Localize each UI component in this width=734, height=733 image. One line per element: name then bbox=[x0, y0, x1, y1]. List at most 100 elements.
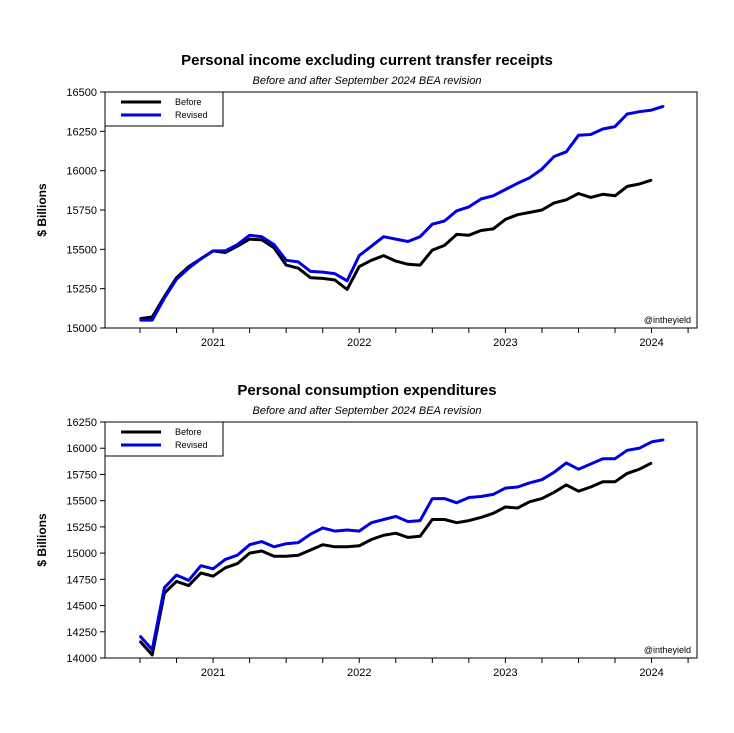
data-point bbox=[309, 270, 312, 273]
data-point bbox=[650, 179, 653, 181]
data-point bbox=[541, 497, 543, 500]
series-line-revised bbox=[140, 104, 665, 322]
data-point bbox=[443, 244, 446, 247]
data-point bbox=[443, 497, 446, 500]
data-point bbox=[602, 480, 604, 483]
data-point bbox=[358, 530, 361, 532]
data-point bbox=[212, 575, 214, 577]
data-point bbox=[407, 536, 409, 539]
data-point bbox=[163, 297, 166, 299]
data-point bbox=[370, 538, 373, 541]
data-point bbox=[431, 518, 434, 521]
data-point bbox=[236, 243, 239, 246]
data-point bbox=[370, 521, 373, 524]
data-point bbox=[528, 176, 531, 179]
legend-label: Revised bbox=[175, 110, 208, 120]
data-point bbox=[285, 555, 287, 558]
data-point bbox=[407, 263, 409, 266]
data-point bbox=[224, 558, 227, 561]
y-tick-label: 15000 bbox=[66, 548, 97, 560]
data-point bbox=[589, 133, 592, 136]
y-tick-label: 14250 bbox=[66, 627, 97, 639]
legend-box bbox=[104, 421, 224, 457]
data-point bbox=[504, 506, 507, 508]
data-point bbox=[321, 271, 324, 273]
data-point bbox=[516, 182, 519, 185]
data-point bbox=[589, 486, 592, 488]
y-tick-label: 15500 bbox=[66, 244, 97, 256]
x-tick-label: 2022 bbox=[347, 337, 371, 349]
data-point bbox=[650, 109, 653, 111]
data-point bbox=[614, 457, 616, 460]
data-point bbox=[346, 546, 348, 548]
data-point bbox=[175, 574, 178, 576]
data-point bbox=[419, 535, 421, 538]
data-point bbox=[480, 516, 482, 519]
data-point bbox=[163, 586, 166, 589]
data-point bbox=[638, 110, 641, 113]
data-point bbox=[200, 564, 202, 567]
data-point bbox=[565, 198, 568, 201]
data-point bbox=[614, 125, 616, 128]
data-point bbox=[662, 105, 665, 107]
data-point bbox=[273, 243, 275, 246]
data-point bbox=[261, 235, 263, 238]
credit-text: @intheyield bbox=[644, 315, 691, 325]
data-point bbox=[394, 260, 397, 262]
data-point bbox=[248, 238, 251, 240]
y-axis-label: $ Billions bbox=[35, 183, 49, 237]
data-point bbox=[175, 278, 178, 281]
data-point bbox=[212, 568, 214, 570]
data-point bbox=[504, 188, 507, 191]
data-point bbox=[297, 261, 300, 263]
data-point bbox=[626, 113, 628, 115]
data-point bbox=[541, 209, 543, 211]
data-point bbox=[431, 249, 434, 251]
data-point bbox=[431, 223, 434, 225]
data-point bbox=[187, 584, 190, 587]
income-plot: 15000 15250 15500 15750 16000 16250 16500 2021 2… bbox=[35, 87, 698, 349]
data-point bbox=[370, 259, 373, 262]
data-point bbox=[565, 462, 568, 464]
data-point bbox=[455, 209, 458, 212]
data-point bbox=[321, 277, 324, 280]
data-point bbox=[151, 648, 153, 651]
data-point bbox=[394, 238, 397, 240]
data-point bbox=[492, 512, 495, 515]
data-point bbox=[187, 267, 190, 270]
series-line-before bbox=[138, 461, 653, 657]
chart-title: Personal consumption expenditures bbox=[237, 382, 497, 399]
data-point bbox=[297, 541, 300, 544]
data-point bbox=[480, 495, 482, 498]
y-tick-label: 15250 bbox=[66, 522, 97, 534]
data-point bbox=[394, 532, 397, 534]
x-tick-label: 2023 bbox=[493, 337, 517, 349]
data-point bbox=[224, 250, 227, 252]
data-point bbox=[407, 240, 409, 243]
data-point bbox=[321, 527, 324, 529]
data-point bbox=[370, 245, 373, 247]
x-tick-label: 2021 bbox=[201, 337, 225, 349]
y-tick-label: 16000 bbox=[66, 166, 97, 178]
data-point bbox=[358, 544, 361, 547]
legend-box bbox=[104, 91, 224, 127]
data-point bbox=[200, 572, 202, 574]
chart-subtitle: Before and after September 2024 BEA revi… bbox=[252, 75, 482, 87]
data-point bbox=[224, 566, 227, 569]
credit-text: @intheyield bbox=[644, 645, 691, 655]
y-tick-label: 16000 bbox=[66, 443, 97, 455]
data-point bbox=[248, 552, 251, 554]
data-point bbox=[261, 239, 263, 241]
data-point bbox=[309, 549, 312, 551]
y-tick-label: 14750 bbox=[66, 574, 97, 586]
data-point bbox=[297, 554, 300, 557]
y-tick-label: 16500 bbox=[66, 87, 97, 99]
data-point bbox=[504, 218, 507, 221]
y-tick-label: 14500 bbox=[66, 601, 97, 613]
data-point bbox=[577, 490, 580, 493]
data-point bbox=[553, 155, 555, 158]
data-point bbox=[346, 280, 348, 282]
data-point bbox=[516, 507, 519, 509]
data-point bbox=[614, 480, 616, 483]
data-point bbox=[248, 234, 251, 236]
